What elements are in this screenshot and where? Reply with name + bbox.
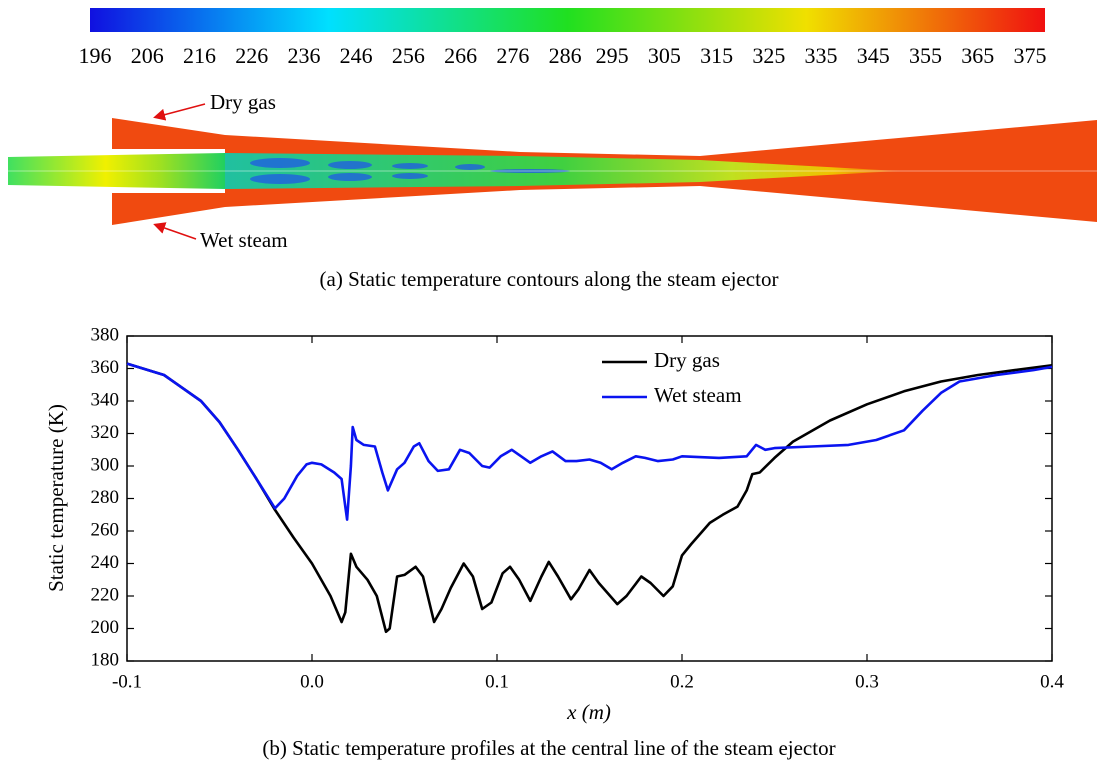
colorbar-tick-label: 206	[131, 43, 164, 68]
x-axis-label: x (m)	[566, 700, 611, 724]
x-tick-label: 0.2	[670, 671, 694, 692]
colorbar-tick-label: 236	[287, 43, 320, 68]
y-tick-label: 380	[91, 324, 120, 345]
colorbar-tick-label: 315	[700, 43, 733, 68]
colorbar-tick-label: 276	[496, 43, 529, 68]
colorbar-tick-label: 355	[909, 43, 942, 68]
annotation: Wet steam	[200, 228, 288, 252]
colorbar	[90, 8, 1045, 32]
colorbar-tick-label: 216	[183, 43, 216, 68]
colorbar-tick-label: 266	[444, 43, 477, 68]
colorbar-tick-label: 246	[340, 43, 373, 68]
colorbar-tick-label: 335	[805, 43, 838, 68]
x-tick-label: -0.1	[112, 671, 142, 692]
legend-label: Dry gas	[654, 348, 720, 372]
colorbar-tick-label: 226	[235, 43, 268, 68]
colorbar-tick-label: 325	[752, 43, 785, 68]
colorbar-tick-label: 305	[648, 43, 681, 68]
colorbar-tick-label: 256	[392, 43, 425, 68]
y-tick-label: 360	[91, 357, 120, 378]
y-tick-label: 300	[91, 454, 120, 475]
line-panel: Static temperature (K) x (m) (b) Static …	[44, 335, 1053, 760]
colorbar-tick-label: 196	[79, 43, 112, 68]
plot-frame	[126, 335, 1053, 662]
arrow	[153, 222, 197, 240]
x-tick-label: 0.0	[300, 671, 324, 692]
y-tick-label: 200	[91, 617, 120, 638]
y-tick-label: 220	[91, 584, 120, 605]
y-tick-label: 320	[91, 422, 120, 443]
series-line	[126, 362, 1053, 521]
colorbar-tick-label: 286	[549, 43, 582, 68]
x-tick-label: 0.4	[1040, 671, 1064, 692]
colorbar-tick-label: 365	[961, 43, 994, 68]
series-line	[126, 362, 1053, 634]
y-tick-label: 280	[91, 487, 120, 508]
caption: (a) Static temperature contours along th…	[320, 267, 779, 291]
colorbar-tick-label: 345	[857, 43, 890, 68]
arrow	[153, 103, 206, 121]
caption: (b) Static temperature profiles at the c…	[262, 736, 835, 760]
y-tick-label: 240	[91, 552, 120, 573]
colorbar-tick-label: 375	[1014, 43, 1047, 68]
y-tick-label: 340	[91, 389, 120, 410]
legend-label: Wet steam	[654, 383, 742, 407]
y-tick-label: 180	[91, 649, 120, 670]
annotation: Dry gas	[210, 90, 276, 114]
x-tick-label: 0.3	[855, 671, 879, 692]
contour-panel: Dry gas Wet steam (a) Static temperature…	[0, 8, 1097, 291]
y-tick-label: 260	[91, 519, 120, 540]
x-tick-label: 0.1	[485, 671, 509, 692]
y-axis-label: Static temperature (K)	[44, 404, 68, 592]
colorbar-tick-label: 295	[596, 43, 629, 68]
